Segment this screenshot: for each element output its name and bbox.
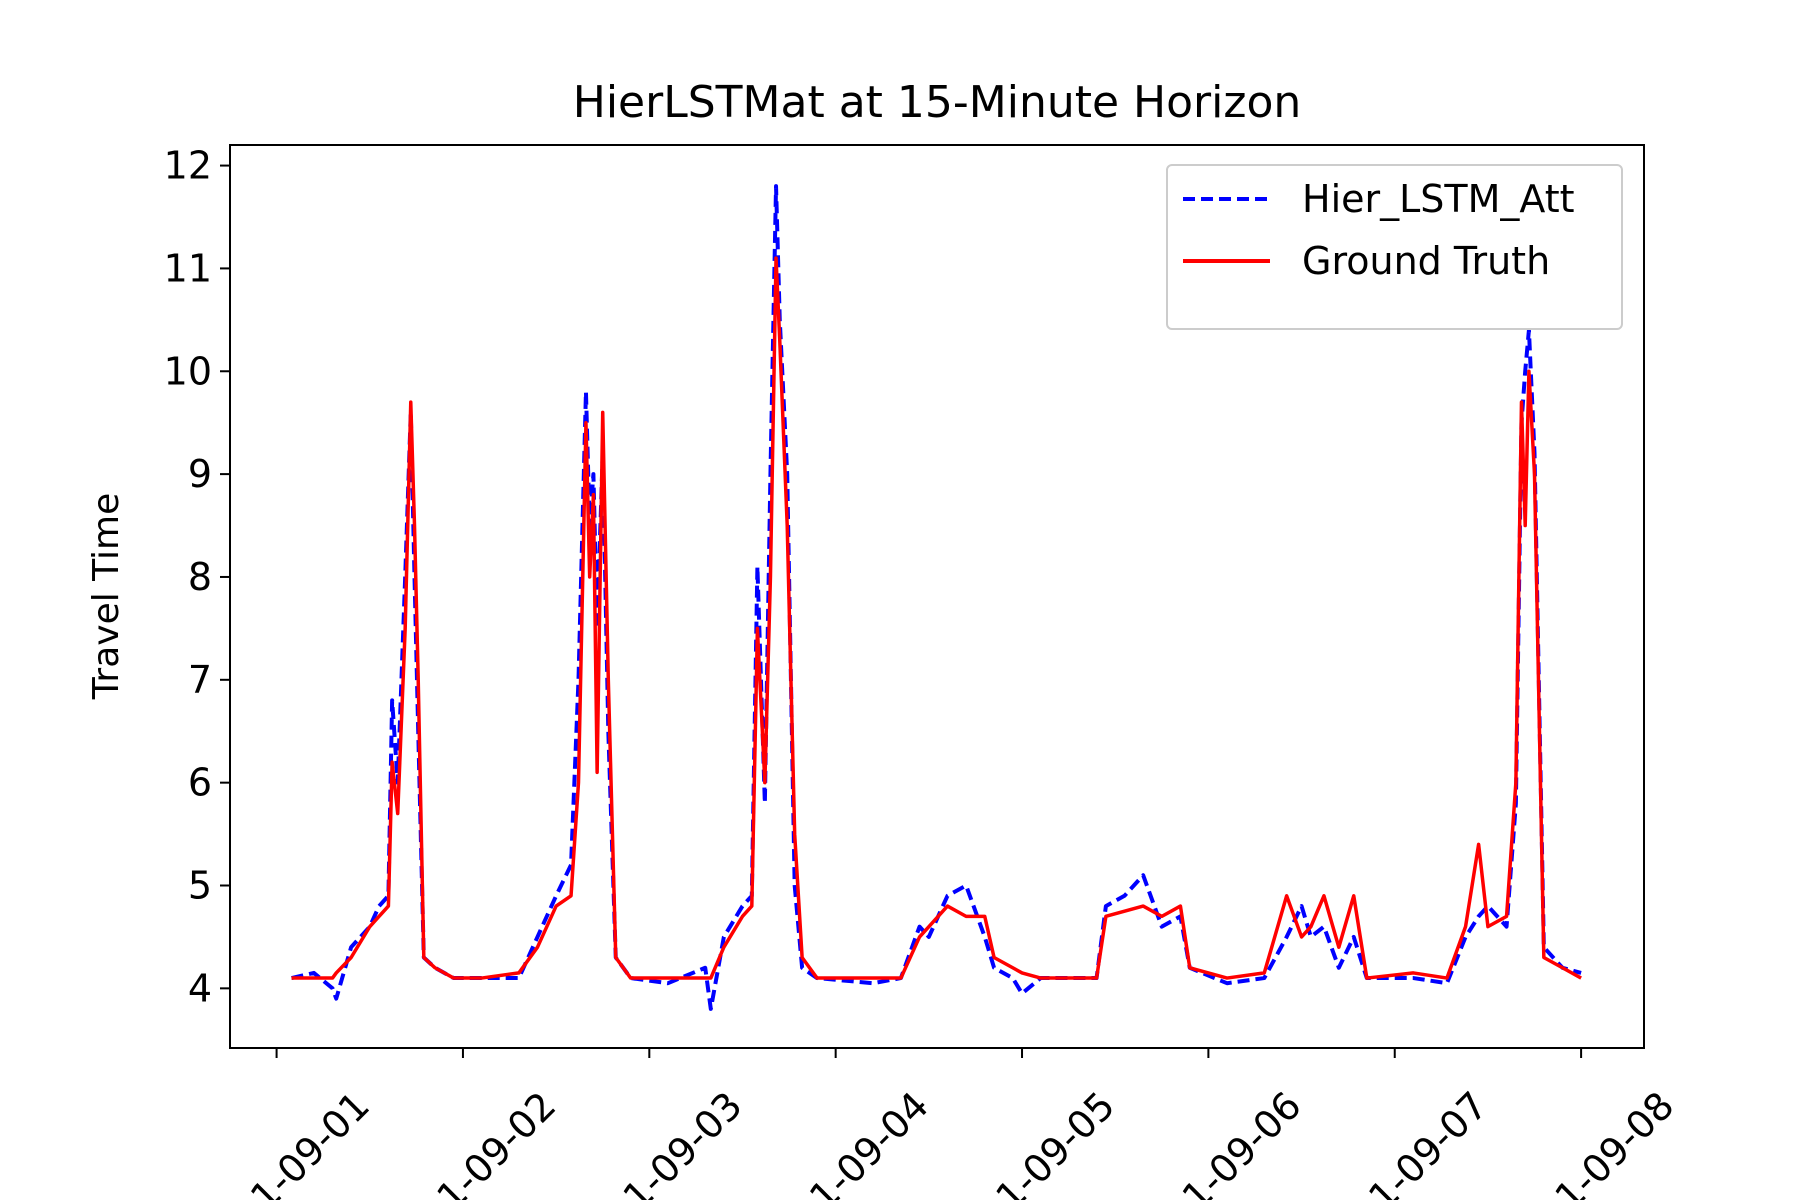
plot-frame bbox=[229, 144, 1645, 1049]
y-tick-label: 10 bbox=[164, 349, 212, 393]
legend-box bbox=[1166, 164, 1623, 330]
y-tick-label: 6 bbox=[188, 761, 212, 805]
series-line bbox=[291, 256, 1582, 980]
y-tick-label: 8 bbox=[188, 555, 212, 599]
y-tick-label: 11 bbox=[164, 246, 212, 290]
y-tick-label: 9 bbox=[188, 452, 212, 496]
y-tick-label: 5 bbox=[188, 864, 212, 908]
y-tick-label: 12 bbox=[164, 144, 212, 188]
y-axis-label: Travel Time bbox=[86, 493, 127, 701]
y-tick-label: 7 bbox=[188, 658, 212, 702]
chart-title: HierLSTMat at 15-Minute Horizon bbox=[573, 77, 1302, 128]
legend-label: Hier_LSTM_Att bbox=[1302, 177, 1575, 221]
legend-label: Ground Truth bbox=[1302, 239, 1550, 283]
y-tick-label: 4 bbox=[188, 966, 212, 1010]
